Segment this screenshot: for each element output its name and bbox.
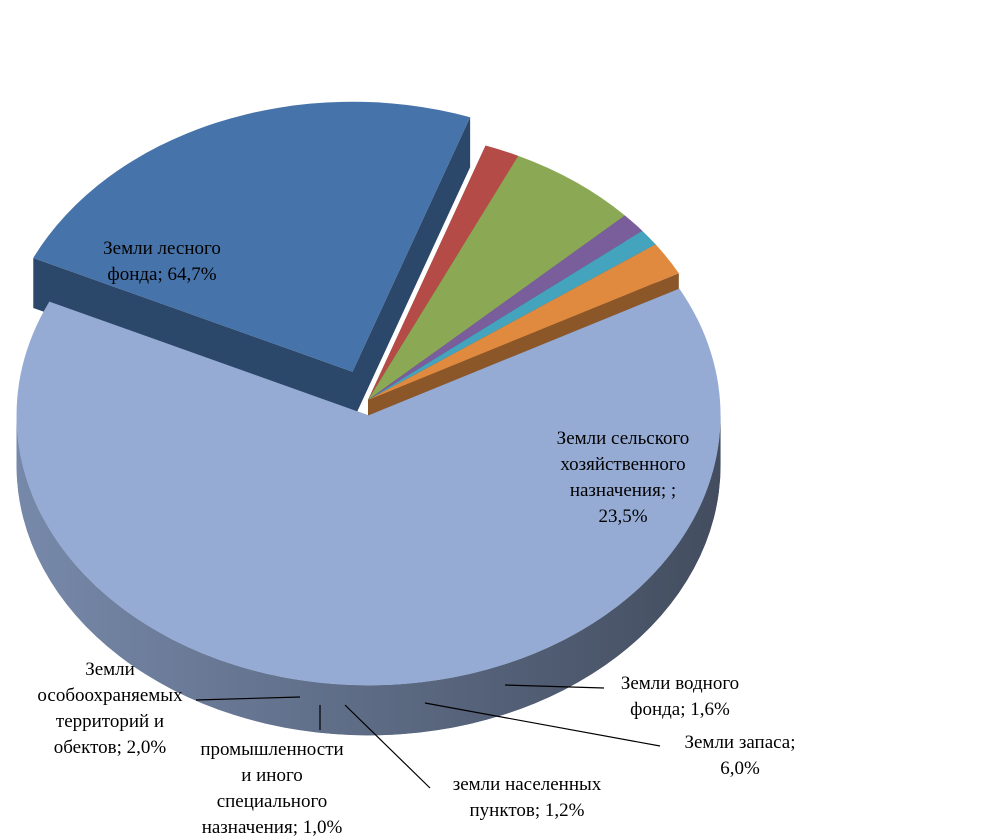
label-industry-line: назначения; 1,0% bbox=[202, 817, 343, 838]
leader-line-protected bbox=[195, 696, 301, 701]
leader-line-reserve bbox=[424, 702, 661, 747]
label-forest: Земли лесного фонда; 64,7% bbox=[103, 238, 221, 285]
leader-lines bbox=[195, 684, 661, 789]
slice-agricultural bbox=[33, 101, 471, 422]
label-forest-line: Земли лесного bbox=[103, 238, 221, 259]
label-reserve: Земли запаса; 6,0% bbox=[684, 732, 795, 779]
label-industry: промышленности и иного специального назначе… bbox=[200, 739, 343, 838]
label-industry-line: специального bbox=[217, 791, 328, 812]
label-industry-line: и иного bbox=[241, 765, 303, 786]
label-water-line: Земли водного bbox=[621, 673, 739, 694]
label-settlements-line: земли населенных bbox=[453, 774, 602, 795]
slice-forest-rim bbox=[16, 415, 721, 736]
slice-labels: Земли лесного фонда; 64,7% Земли сельского… bbox=[37, 238, 795, 838]
label-protected-line: обектов; 2,0% bbox=[54, 737, 167, 758]
label-agricultural-line: 23,5% bbox=[598, 506, 647, 527]
leader-line-water bbox=[504, 684, 605, 689]
slice-agricultural-top bbox=[33, 101, 471, 372]
label-protected-line: Земли bbox=[85, 659, 135, 680]
label-water-line: фонда; 1,6% bbox=[630, 699, 730, 720]
label-agricultural-line: назначения; ; bbox=[570, 480, 676, 501]
label-water: Земли водного фонда; 1,6% bbox=[621, 673, 739, 720]
pie-slices bbox=[16, 101, 721, 736]
slice-settlements-top bbox=[368, 215, 643, 400]
slice-forest-top bbox=[16, 288, 721, 686]
label-protected-line: особоохраняемых bbox=[37, 685, 183, 706]
slice-agricultural-wall bbox=[33, 257, 353, 422]
slice-forest bbox=[16, 288, 721, 736]
slice-agricultural-wall bbox=[352, 117, 471, 422]
label-protected-line: территорий и bbox=[56, 711, 164, 732]
slice-water-top bbox=[368, 145, 519, 400]
label-settlements: земли населенных пунктов; 1,2% bbox=[453, 774, 602, 821]
label-settlements-line: пунктов; 1,2% bbox=[470, 800, 585, 821]
slice-industry-top bbox=[368, 230, 656, 400]
label-agricultural: Земли сельского хозяйственного назначения;… bbox=[557, 428, 690, 527]
label-reserve-line: Земли запаса; bbox=[684, 732, 795, 753]
label-industry-line: промышленности bbox=[200, 739, 343, 760]
label-agricultural-line: хозяйственного bbox=[560, 454, 685, 475]
label-reserve-line: 6,0% bbox=[720, 758, 760, 779]
leader-line-settlements bbox=[344, 704, 431, 789]
slice-reserve-top bbox=[368, 155, 625, 400]
label-agricultural-line: Земли сельского bbox=[557, 428, 690, 449]
label-forest-line: фонда; 64,7% bbox=[107, 264, 216, 285]
slice-protected-top bbox=[368, 244, 679, 400]
label-protected: Земли особоохраняемых территорий и обектов;… bbox=[37, 659, 183, 758]
